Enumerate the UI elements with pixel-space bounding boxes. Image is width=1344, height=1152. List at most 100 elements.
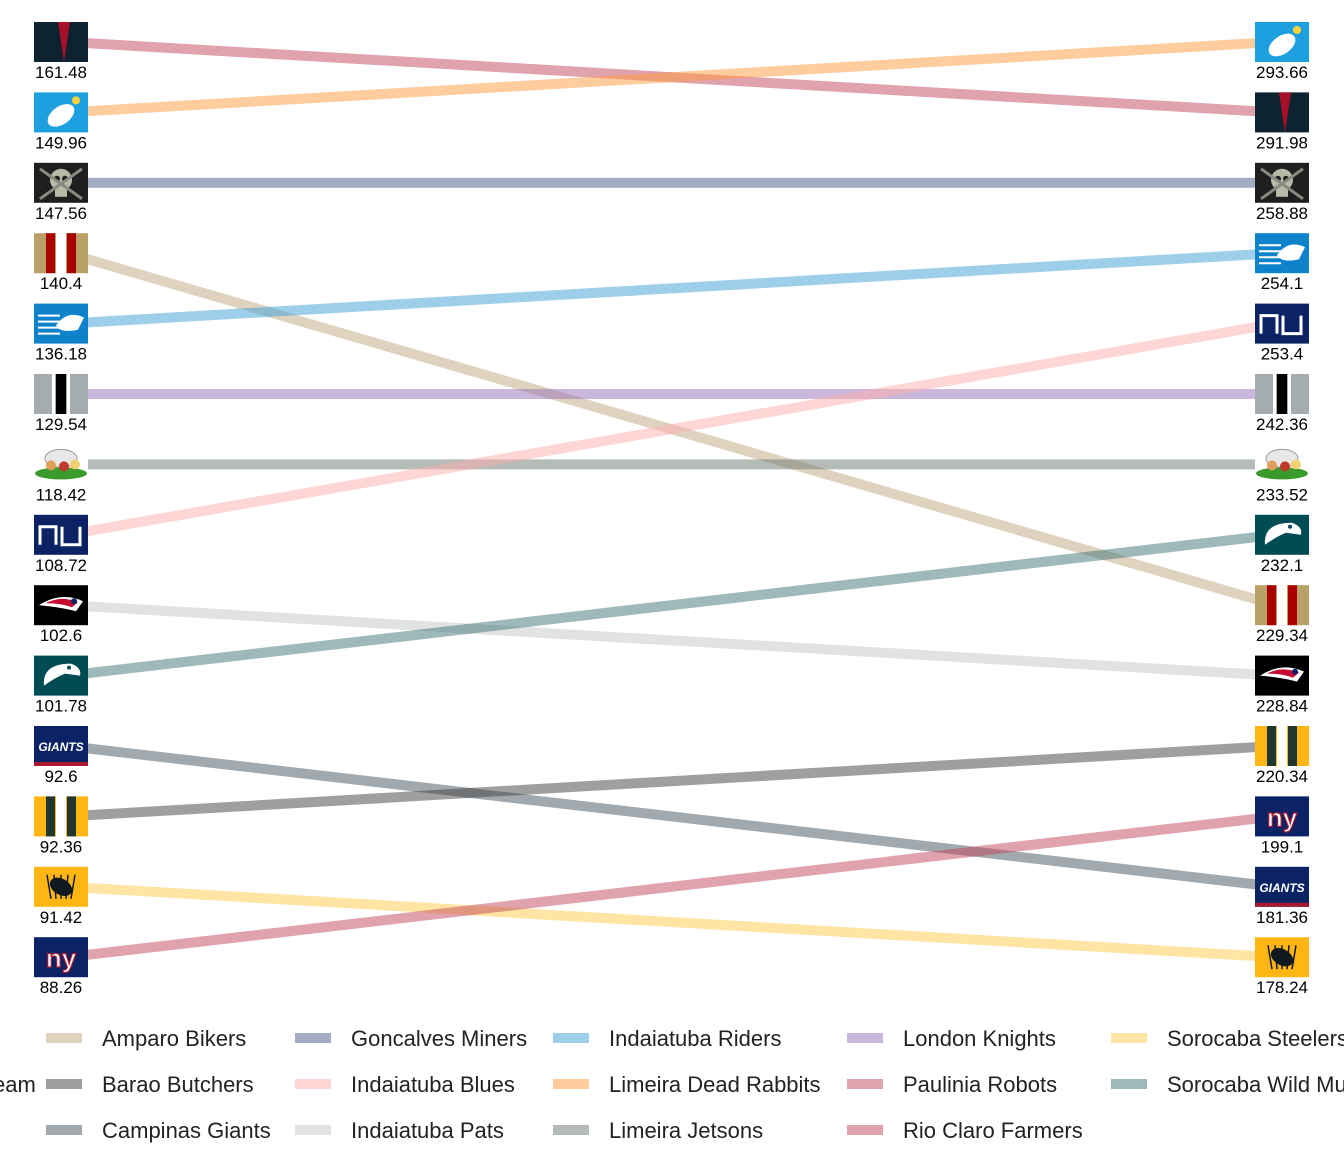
right-value-label: 178.24 [1256, 978, 1308, 997]
right-value-label: 181.36 [1256, 908, 1308, 927]
svg-text:GIANTS: GIANTS [1259, 881, 1304, 895]
right-value-label: 232.1 [1261, 556, 1304, 575]
paulinia-robots-logo [1255, 92, 1309, 133]
legend-label: Rio Claro Farmers [903, 1118, 1083, 1143]
rio-claro-farmers-logo: ny [1255, 796, 1309, 837]
right-value-label: 253.4 [1261, 345, 1304, 364]
legend-item-london-knights: London Knights [847, 1026, 1056, 1051]
legend-swatch [295, 1125, 331, 1135]
right-value-label: 291.98 [1256, 133, 1308, 152]
left-value-label: 92.6 [44, 767, 77, 786]
right-logos: 291.98 293.66 258.88 229.34 254.1 242.36 233.5… [1255, 22, 1309, 997]
legend-item-rio-claro-farmers: Rio Claro Farmers [847, 1118, 1083, 1143]
legend-swatch [847, 1125, 883, 1135]
left-value-label: 92.36 [40, 837, 83, 856]
legend-item-amparo-bikers: Amparo Bikers [46, 1026, 246, 1051]
legend-item-paulinia-robots: Paulinia Robots [847, 1072, 1057, 1097]
legend-swatch [847, 1033, 883, 1043]
svg-text:ny: ny [46, 943, 77, 973]
legend-item-limeira-dead-rabbits: Limeira Dead Rabbits [553, 1072, 821, 1097]
right-value-label: 258.88 [1256, 204, 1308, 223]
sorocaba-steelers-logo [34, 866, 88, 907]
left-value-label: 161.48 [35, 63, 87, 82]
legend-label: Indaiatuba Blues [351, 1072, 515, 1097]
legend-swatch [295, 1079, 331, 1089]
limeira-jetsons-logo [1255, 444, 1309, 485]
right-value-label: 199.1 [1261, 837, 1304, 856]
right-value-label: 233.52 [1256, 485, 1308, 504]
left-value-label: 149.96 [35, 133, 87, 152]
legend-title: Team [0, 1072, 36, 1097]
indaiatuba-pats-logo [34, 585, 88, 626]
legend-item-indaiatuba-riders: Indaiatuba Riders [553, 1026, 781, 1051]
legend-item-goncalves-miners: Goncalves Miners [295, 1026, 527, 1051]
left-value-label: 136.18 [35, 345, 87, 364]
svg-text:ny: ny [1267, 802, 1298, 832]
slope-line-sorocaba-steelers [66, 881, 1277, 963]
legend-item-limeira-jetsons: Limeira Jetsons [553, 1118, 763, 1143]
legend-item-indaiatuba-blues: Indaiatuba Blues [295, 1072, 515, 1097]
legend-label: Amparo Bikers [102, 1026, 246, 1051]
left-value-label: 91.42 [40, 908, 83, 927]
rio-claro-farmers-logo: ny [34, 937, 88, 978]
slope-line-barao-butchers [66, 741, 1277, 822]
legend-label: Sorocaba Steelers [1167, 1026, 1344, 1051]
sorocaba-steelers-logo [1255, 937, 1309, 978]
indaiatuba-riders-logo [34, 303, 88, 344]
legend-swatch [46, 1079, 82, 1089]
slope-line-indaiatuba-riders [66, 248, 1277, 329]
legend-label: Indaiatuba Pats [351, 1118, 504, 1143]
right-value-label: 220.34 [1256, 767, 1308, 786]
legend-label: Barao Butchers [102, 1072, 254, 1097]
campinas-giants-logo: GIANTS [34, 726, 88, 766]
paulinia-robots-logo [34, 22, 88, 62]
right-value-label: 229.34 [1256, 626, 1308, 645]
london-knights-logo [34, 374, 88, 414]
goncalves-miners-logo [1255, 162, 1309, 203]
legend-swatch [295, 1033, 331, 1043]
london-knights-logo [1255, 374, 1309, 414]
legend-swatch [553, 1033, 589, 1043]
legend-label: Goncalves Miners [351, 1026, 527, 1051]
right-value-label: 242.36 [1256, 415, 1308, 434]
left-value-label: 88.26 [40, 978, 83, 997]
barao-butchers-logo [1255, 726, 1309, 766]
indaiatuba-blues-logo [34, 514, 88, 555]
sorocaba-wild-mustangs-logo [34, 655, 88, 696]
legend: Team Amparo Bikers Barao Butchers Campinas… [0, 1026, 1344, 1143]
legend-swatch [553, 1125, 589, 1135]
left-value-label: 101.78 [35, 697, 87, 716]
slope-line-limeira-dead-rabbits [66, 37, 1277, 118]
left-value-label: 118.42 [36, 485, 87, 504]
left-value-label: 102.6 [40, 626, 83, 645]
legend-swatch [847, 1079, 883, 1089]
legend-label: Campinas Giants [102, 1118, 271, 1143]
legend-label: Paulinia Robots [903, 1072, 1057, 1097]
amparo-bikers-logo [34, 233, 88, 274]
slope-line-sorocaba-wild-mustangs [66, 529, 1277, 681]
right-value-label: 254.1 [1261, 274, 1304, 293]
legend-item-sorocaba-wild-mustangs: Sorocaba Wild Mustangs [1111, 1072, 1344, 1097]
legend-label: Limeira Jetsons [609, 1118, 763, 1143]
legend-swatch [553, 1079, 589, 1089]
slope-line-indaiatuba-pats [66, 600, 1277, 681]
slope-line-indaiatuba-blues [66, 318, 1277, 540]
legend-swatch [1111, 1033, 1147, 1043]
indaiatuba-riders-logo [1255, 233, 1309, 274]
barao-butchers-logo [34, 796, 88, 837]
limeira-jetsons-logo [34, 444, 88, 485]
slope-line-rio-claro-farmers [66, 811, 1277, 963]
slope-lines [65, 37, 1278, 963]
limeira-dead-rabbits-logo [34, 92, 88, 133]
legend-label: Limeira Dead Rabbits [609, 1072, 821, 1097]
legend-swatch [46, 1125, 82, 1135]
amparo-bikers-logo [1255, 585, 1309, 626]
goncalves-miners-logo [34, 162, 88, 203]
legend-label: London Knights [903, 1026, 1056, 1051]
campinas-giants-logo: GIANTS [1255, 866, 1309, 907]
legend-item-indaiatuba-pats: Indaiatuba Pats [295, 1118, 504, 1143]
svg-text:GIANTS: GIANTS [38, 740, 83, 754]
legend-label: Indaiatuba Riders [609, 1026, 781, 1051]
legend-item-barao-butchers: Barao Butchers [46, 1072, 254, 1097]
